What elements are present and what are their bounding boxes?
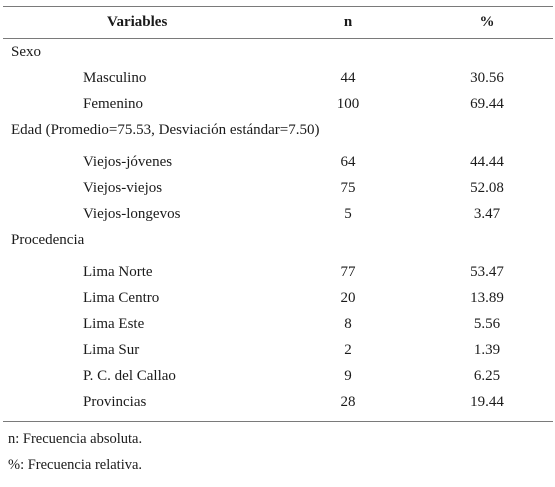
header-rule — [3, 38, 553, 39]
row-percent: 30.56 — [470, 70, 504, 86]
top-rule — [3, 6, 553, 7]
header-percent: % — [479, 14, 495, 30]
table-row: Lima Sur 2 1.39 — [3, 337, 553, 363]
row-label: Provincias — [83, 394, 147, 410]
row-label: P. C. del Callao — [83, 368, 176, 384]
row-n: 100 — [336, 96, 360, 112]
row-percent: 6.25 — [473, 368, 501, 384]
category-procedencia: Procedencia — [3, 227, 553, 253]
category-sexo: Sexo — [3, 39, 553, 65]
table-row: Lima Centro 20 13.89 — [3, 285, 553, 311]
row-label: Femenino — [83, 96, 143, 112]
row-percent: 52.08 — [470, 180, 504, 196]
table-row: Viejos-longevos 5 3.47 — [3, 201, 553, 227]
row-label: Lima Este — [83, 316, 145, 332]
row-n: 64 — [340, 154, 356, 170]
header-variables: Variables — [107, 14, 168, 30]
row-n: 20 — [340, 290, 356, 306]
row-percent: 1.39 — [473, 342, 501, 358]
row-percent: 69.44 — [470, 96, 504, 112]
table-row: Masculino 44 30.56 — [3, 65, 553, 91]
row-n: 2 — [344, 342, 352, 358]
note-percent: %: Frecuencia relativa. — [8, 457, 143, 473]
row-label: Lima Sur — [83, 342, 140, 358]
row-n: 77 — [340, 264, 356, 280]
table-notes: n: Frecuencia absoluta. %: Frecuencia re… — [8, 426, 142, 478]
row-n: 75 — [340, 180, 356, 196]
data-table: Variables n % Sexo Masculino 44 30.56 Fe… — [3, 6, 553, 422]
row-n: 28 — [340, 394, 356, 410]
table-row: P. C. del Callao 9 6.25 — [3, 363, 553, 389]
row-label: Viejos-viejos — [83, 180, 163, 196]
row-label: Masculino — [83, 70, 147, 86]
row-percent: 13.89 — [470, 290, 504, 306]
table-row: Viejos-jóvenes 64 44.44 — [3, 149, 553, 175]
table-row: Provincias 28 19.44 — [3, 389, 553, 415]
row-n: 5 — [344, 206, 352, 222]
row-label: Viejos-jóvenes — [83, 154, 173, 170]
row-label: Lima Centro — [83, 290, 160, 306]
row-label: Viejos-longevos — [83, 206, 181, 222]
row-n: 44 — [340, 70, 356, 86]
row-percent: 44.44 — [470, 154, 504, 170]
note-n: n: Frecuencia absoluta. — [8, 431, 143, 447]
table-row: Femenino 100 69.44 — [3, 91, 553, 117]
row-n: 8 — [344, 316, 352, 332]
row-label: Lima Norte — [83, 264, 153, 280]
bottom-rule — [3, 421, 553, 422]
row-n: 9 — [344, 368, 352, 384]
header-n: n — [343, 14, 353, 30]
table-row: Lima Este 8 5.56 — [3, 311, 553, 337]
category-edad: Edad (Promedio=75.53, Desviación estánda… — [3, 117, 553, 143]
category-label: Sexo — [11, 44, 41, 60]
category-label: Procedencia — [11, 232, 85, 248]
table-row: Lima Norte 77 53.47 — [3, 259, 553, 285]
row-percent: 5.56 — [473, 316, 501, 332]
category-label: Edad (Promedio=75.53, Desviación estánda… — [11, 122, 320, 138]
row-percent: 3.47 — [473, 206, 501, 222]
table-header: Variables n % — [3, 7, 553, 38]
row-percent: 53.47 — [470, 264, 504, 280]
table-row: Viejos-viejos 75 52.08 — [3, 175, 553, 201]
row-percent: 19.44 — [470, 394, 504, 410]
